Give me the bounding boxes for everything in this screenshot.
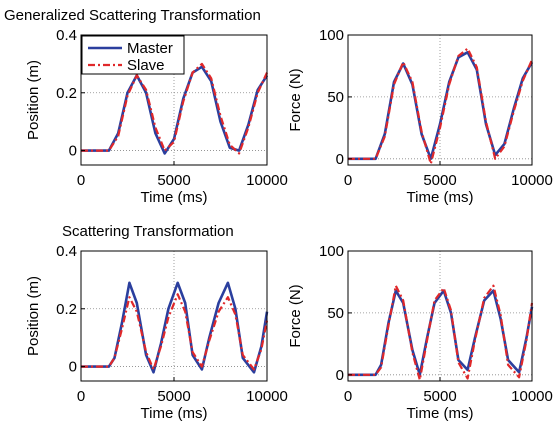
x-axis-label: Time (ms) bbox=[141, 189, 208, 206]
x-tick-label: 5000 bbox=[157, 172, 190, 189]
chart-3: Scattering Transformation 0 5000 10000 0 0.2 0… bbox=[25, 223, 288, 422]
series-line-slave bbox=[348, 47, 534, 165]
x-axis-label: Time (ms) bbox=[407, 189, 474, 206]
y-tick-label: 0.2 bbox=[56, 301, 77, 318]
y-tick-label: 50 bbox=[327, 89, 344, 106]
y-tick-label: 0 bbox=[69, 359, 77, 376]
plot-frame bbox=[80, 250, 268, 382]
chart-title: Generalized Scattering Transformation bbox=[4, 7, 261, 24]
legend-label-slave: Slave bbox=[127, 57, 165, 74]
chart-title: Scattering Transformation bbox=[62, 223, 234, 240]
series-line-slave bbox=[348, 284, 534, 381]
x-axis-label: Time (ms) bbox=[407, 405, 474, 422]
x-tick-label: 10000 bbox=[246, 388, 288, 405]
x-tick-label: 10000 bbox=[511, 172, 553, 189]
y-tick-label: 100 bbox=[319, 27, 344, 44]
x-tick-label: 0 bbox=[344, 172, 352, 189]
y-tick-label: 0.4 bbox=[56, 27, 77, 44]
series-line-slave bbox=[81, 62, 268, 155]
x-tick-label: 0 bbox=[344, 388, 352, 405]
x-tick-label: 10000 bbox=[511, 388, 553, 405]
x-tick-label: 5000 bbox=[423, 172, 456, 189]
y-tick-label: 50 bbox=[327, 305, 344, 322]
y-tick-label: 0.2 bbox=[56, 85, 77, 102]
x-tick-label: 5000 bbox=[423, 388, 456, 405]
y-tick-label: 0 bbox=[69, 143, 77, 160]
x-tick-label: 0 bbox=[77, 388, 85, 405]
y-tick-label: 100 bbox=[319, 243, 344, 260]
series-line-master bbox=[81, 281, 269, 374]
legend-label-master: Master bbox=[127, 40, 173, 57]
y-tick-label: 0.4 bbox=[56, 243, 77, 260]
x-tick-label: 5000 bbox=[157, 388, 190, 405]
y-tick-label: 0 bbox=[336, 367, 344, 384]
x-tick-label: 0 bbox=[77, 172, 85, 189]
chart-4: 0 5000 10000 0 50 100 Time (ms) Force (N) bbox=[287, 243, 553, 422]
series-line-slave bbox=[81, 293, 269, 371]
plot-frame bbox=[347, 250, 533, 382]
x-tick-label: 10000 bbox=[246, 172, 288, 189]
y-tick-label: 0 bbox=[336, 151, 344, 168]
y-axis-label: Force (N) bbox=[287, 68, 304, 131]
y-axis-label: Position (m) bbox=[25, 276, 42, 356]
y-axis-label: Position (m) bbox=[25, 60, 42, 140]
x-axis-label: Time (ms) bbox=[141, 405, 208, 422]
chart-1: Generalized Scattering Transformation 0 50… bbox=[4, 7, 288, 206]
y-axis-label: Force (N) bbox=[287, 284, 304, 347]
legend-box bbox=[81, 35, 185, 75]
chart-2: 0 5000 10000 0 50 100 Time (ms) Force (N) bbox=[287, 27, 553, 206]
